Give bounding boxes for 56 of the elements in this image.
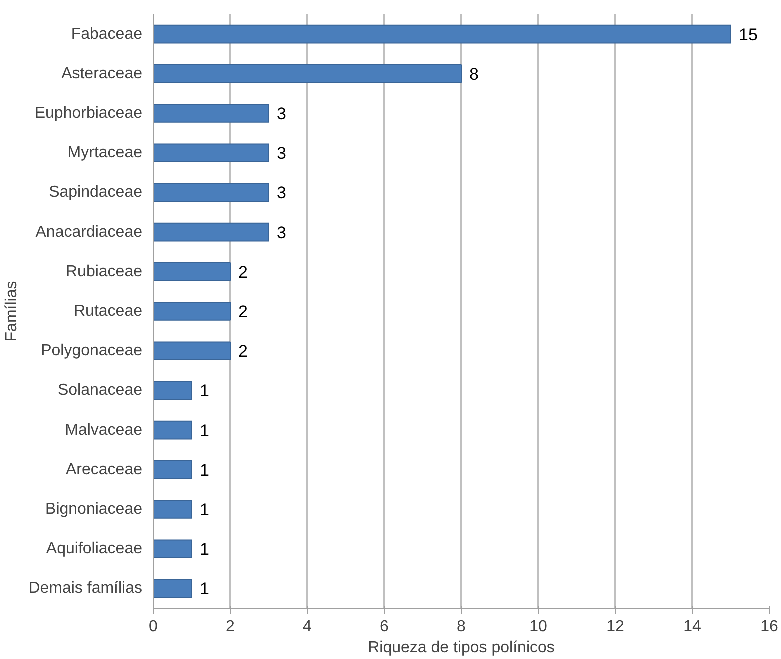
data-label: 1 bbox=[200, 580, 210, 599]
bar bbox=[154, 144, 270, 163]
data-label: 1 bbox=[200, 382, 210, 401]
bar bbox=[154, 342, 231, 361]
data-label: 3 bbox=[277, 144, 286, 164]
y-tick-label: Demais famílias bbox=[28, 580, 143, 598]
x-tick-label: 12 bbox=[606, 618, 624, 636]
x-axis-title: Riqueza de tipos polínicos bbox=[368, 640, 555, 656]
data-label: 8 bbox=[470, 64, 479, 84]
bar bbox=[154, 500, 192, 519]
x-tick-label: 10 bbox=[530, 618, 548, 636]
x-tick-label: 4 bbox=[303, 618, 312, 636]
bar bbox=[154, 420, 192, 440]
bar bbox=[154, 460, 192, 480]
data-label: 1 bbox=[200, 500, 210, 520]
y-tick-label: Polygonaceae bbox=[41, 342, 143, 360]
data-label: 3 bbox=[277, 223, 286, 242]
y-tick-label: Fabaceae bbox=[71, 26, 143, 43]
data-label: 3 bbox=[277, 184, 286, 203]
bar bbox=[154, 579, 192, 598]
y-tick-label: Sapindaceae bbox=[49, 184, 143, 202]
data-label: 1 bbox=[200, 540, 210, 560]
y-tick-label: Malvaceae bbox=[65, 422, 143, 439]
data-label: 1 bbox=[200, 421, 210, 440]
data-label: 2 bbox=[238, 302, 248, 322]
bar bbox=[154, 183, 270, 202]
data-label: 2 bbox=[238, 262, 248, 282]
y-tick-label: Euphorbiaceae bbox=[34, 105, 143, 122]
bar bbox=[154, 222, 270, 242]
bar bbox=[154, 104, 270, 123]
bar bbox=[154, 302, 231, 321]
data-label: 3 bbox=[277, 104, 286, 124]
y-tick-label: Bignoniaceae bbox=[46, 501, 143, 518]
bar bbox=[154, 262, 231, 282]
x-tick-label: 6 bbox=[380, 618, 390, 636]
x-tick-label: 8 bbox=[457, 618, 466, 636]
bar bbox=[154, 24, 732, 44]
bar bbox=[154, 540, 192, 559]
x-tick-label: 14 bbox=[684, 618, 702, 636]
data-label: 1 bbox=[200, 460, 210, 480]
x-tick-label: 0 bbox=[149, 618, 158, 636]
bar bbox=[154, 64, 462, 84]
y-tick-label: Solanaceae bbox=[58, 382, 143, 400]
y-tick-label: Rutaceae bbox=[74, 303, 143, 320]
bar bbox=[154, 381, 192, 400]
data-label: 2 bbox=[238, 342, 248, 362]
y-tick-label: Anacardiaceae bbox=[36, 224, 143, 241]
y-tick-label: Arecaceae bbox=[66, 461, 143, 478]
y-tick-label: Myrtaceae bbox=[68, 144, 143, 162]
y-tick-label: Rubiaceae bbox=[66, 263, 143, 280]
x-tick-label: 16 bbox=[760, 618, 778, 636]
y-axis-title: Famílias bbox=[4, 281, 21, 342]
x-tick-label: 2 bbox=[226, 618, 236, 636]
data-label: 15 bbox=[739, 25, 758, 44]
y-tick-label: Aquifoliaceae bbox=[46, 540, 143, 558]
y-tick-label: Asteraceae bbox=[62, 65, 143, 82]
